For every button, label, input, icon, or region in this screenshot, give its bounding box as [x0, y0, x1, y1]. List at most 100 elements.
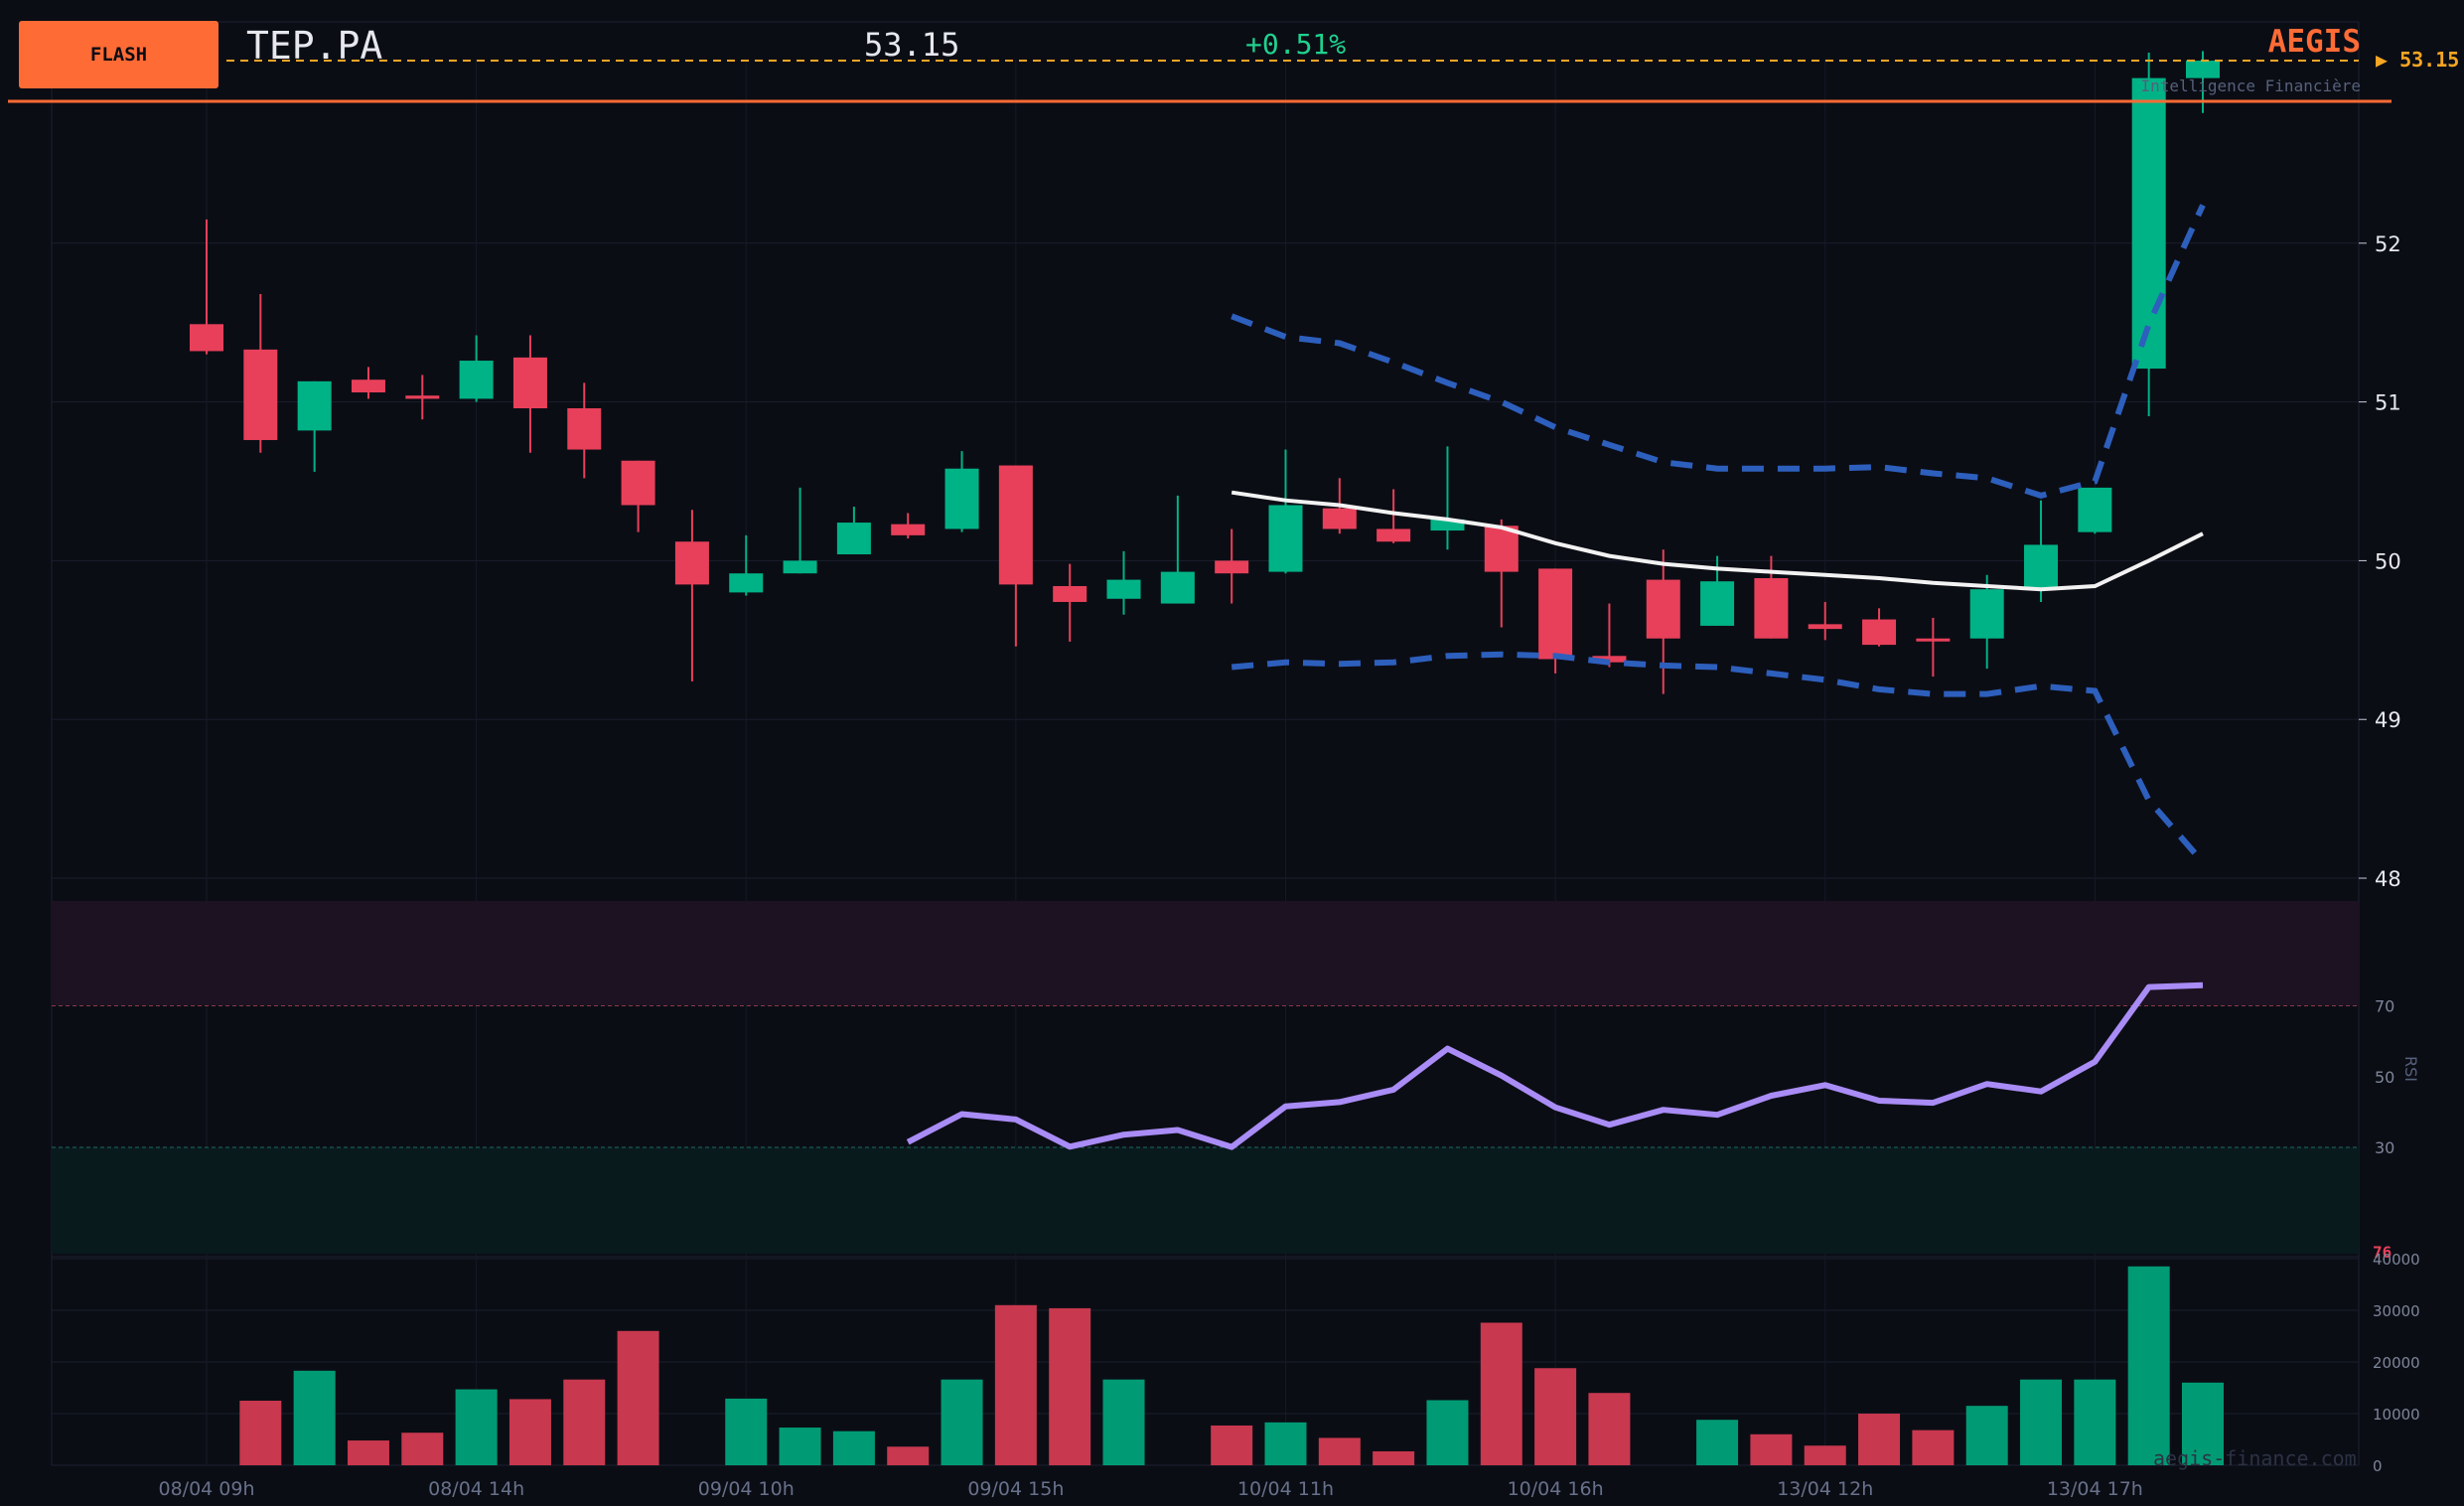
candle	[729, 534, 764, 596]
candle-body	[297, 380, 332, 431]
volume-bar	[725, 1398, 768, 1465]
candle	[1377, 489, 1411, 543]
candle	[1484, 519, 1519, 628]
candle-body	[190, 324, 223, 352]
volume-bar	[293, 1370, 336, 1465]
candle	[891, 513, 926, 539]
candle	[674, 510, 709, 681]
volume-bar	[832, 1431, 875, 1465]
time-tick-label: 10/04 16h	[1508, 1478, 1604, 1500]
volume-bar	[1102, 1379, 1145, 1465]
candle-body	[2024, 544, 2059, 590]
candle	[405, 375, 440, 420]
volume-bar	[1211, 1425, 1253, 1465]
candle-body	[1646, 579, 1680, 639]
price-tick-label: 52	[2375, 232, 2401, 256]
candle	[243, 293, 278, 453]
rsi-value-label: 76	[2373, 1243, 2392, 1262]
candle	[1592, 603, 1627, 668]
candle-body	[1377, 528, 1411, 542]
candle-body	[1754, 577, 1789, 639]
candle	[459, 335, 494, 402]
ticker-symbol: TEP.PA	[246, 24, 383, 68]
watermark: aegis-finance.com	[2153, 1446, 2357, 1470]
volume-bar	[347, 1440, 389, 1465]
candle-body	[944, 468, 979, 529]
time-tick-label: 08/04 09h	[158, 1478, 254, 1500]
candle-body	[1268, 505, 1303, 572]
price-tick-label: 50	[2375, 549, 2401, 573]
time-tick-label: 09/04 15h	[967, 1478, 1064, 1500]
current-price: 53.15	[864, 26, 960, 64]
candle	[1862, 608, 1897, 647]
volume-bar	[1264, 1422, 1307, 1465]
volume-bar	[2020, 1379, 2063, 1465]
price-tick-label: 51	[2375, 391, 2401, 415]
candle	[2024, 500, 2059, 602]
candle-body	[1916, 638, 1951, 642]
volume-bar	[1049, 1307, 1091, 1465]
candle	[621, 460, 655, 532]
candle	[1160, 495, 1195, 604]
volume-bar	[2127, 1266, 2170, 1465]
candle	[783, 487, 817, 574]
volume-bar	[1588, 1393, 1631, 1465]
volume-bar	[887, 1446, 930, 1465]
volume-tick-label: 10000	[2373, 1406, 2420, 1424]
candle-body	[1700, 581, 1735, 626]
candle-body	[243, 349, 278, 440]
rsi-zones	[52, 901, 2359, 1254]
candle	[1053, 563, 1087, 642]
time-tick-label: 08/04 14h	[428, 1478, 524, 1500]
candle-body	[1053, 585, 1087, 602]
rsi-series	[906, 981, 2204, 1150]
price-tick-label: 48	[2375, 867, 2401, 891]
flash-badge: FLASH	[19, 21, 218, 88]
volume-bar	[779, 1428, 821, 1465]
candle	[998, 465, 1033, 647]
sma-line	[1231, 490, 2204, 592]
time-tick-label: 10/04 11h	[1237, 1478, 1334, 1500]
candle	[351, 367, 385, 399]
candle	[512, 335, 547, 453]
volume-bar	[508, 1399, 551, 1465]
volume-bar	[563, 1379, 606, 1465]
volume-tick-label: 30000	[2373, 1302, 2420, 1320]
time-tick-label: 09/04 10h	[698, 1478, 795, 1500]
candle-body	[2078, 487, 2112, 532]
price-tick-label: 49	[2375, 708, 2401, 732]
rsi-oversold-zone	[52, 1147, 2359, 1254]
volume-bar	[1804, 1445, 1846, 1465]
volume-bars	[239, 1266, 2224, 1465]
volume-bar	[1318, 1437, 1361, 1465]
volume-bar	[1858, 1414, 1901, 1465]
volume-bar	[1373, 1450, 1415, 1465]
bollinger-upper-line	[1231, 204, 2206, 500]
volume-bar	[1534, 1368, 1577, 1465]
candle-body	[2131, 77, 2166, 370]
volume-bar	[941, 1379, 983, 1465]
candle	[1106, 550, 1141, 615]
candle	[944, 451, 979, 532]
volume-tick-label: 40000	[2373, 1251, 2420, 1269]
volume-bar	[1750, 1433, 1793, 1465]
time-tick-label: 13/04 17h	[2047, 1478, 2143, 1500]
candle	[1268, 449, 1303, 574]
candle-body	[1969, 589, 2004, 639]
last-price-tag: ▶ 53.15	[2376, 48, 2460, 72]
candle-body	[836, 523, 871, 555]
candle-body	[405, 395, 440, 399]
candle	[836, 507, 871, 555]
candle	[567, 382, 602, 479]
candle-body	[1106, 579, 1141, 599]
candle	[1808, 601, 1842, 641]
volume-bar	[1480, 1322, 1522, 1465]
candle-body	[729, 573, 764, 593]
volume-bar	[1696, 1420, 1739, 1465]
volume-bar	[1965, 1406, 2008, 1465]
candle-body	[1322, 508, 1357, 529]
candle	[1754, 555, 1789, 639]
bollinger-lower-line	[1231, 651, 2206, 864]
